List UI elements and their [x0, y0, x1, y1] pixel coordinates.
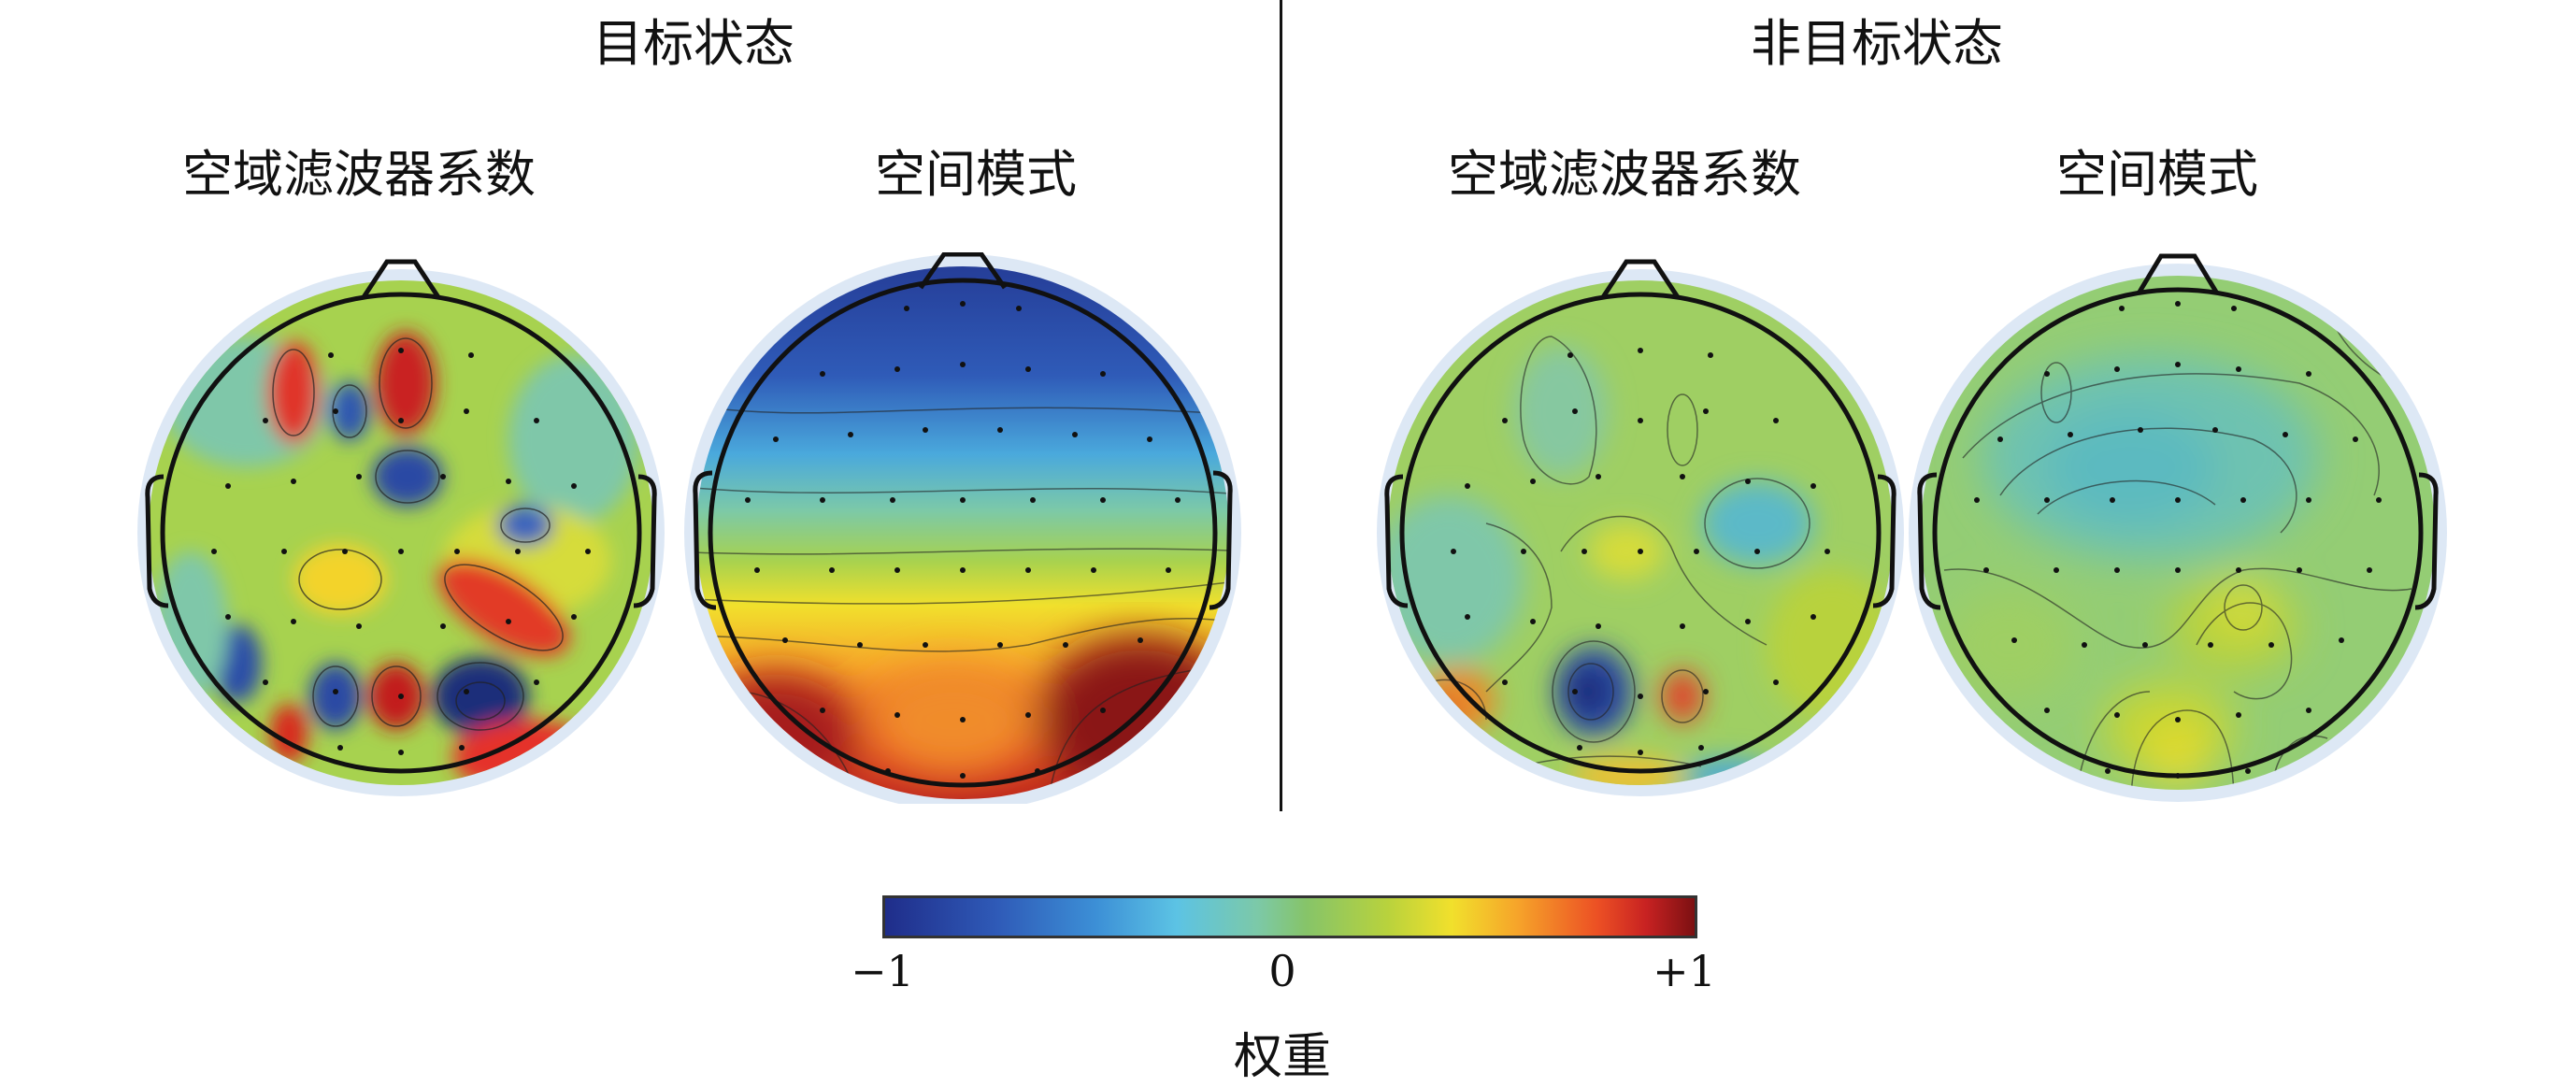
colorbar-min-label: −1: [851, 946, 914, 996]
colorbar-zero-label: 0: [1268, 946, 1296, 996]
colorbar-title: 权重: [1233, 1029, 1332, 1085]
topomap-target-filter: [137, 259, 665, 796]
colorbar-max-label: +1: [1653, 946, 1716, 996]
colorbar: [882, 895, 1697, 938]
topomap-target-pattern: [684, 252, 1241, 804]
target-filter-title: 空域滤波器系数: [182, 145, 536, 204]
nontarget-pattern-title: 空间模式: [2056, 145, 2258, 204]
target-pattern-title: 空间模式: [875, 145, 1077, 204]
section-divider: [1280, 0, 1282, 811]
topomap-nontarget-filter: [1377, 259, 1904, 796]
target-state-title: 目标状态: [593, 14, 794, 73]
topomap-nontarget-pattern: [1909, 253, 2447, 802]
nontarget-state-title: 非目标状态: [1751, 14, 2003, 73]
nontarget-filter-title: 空域滤波器系数: [1448, 145, 1801, 204]
